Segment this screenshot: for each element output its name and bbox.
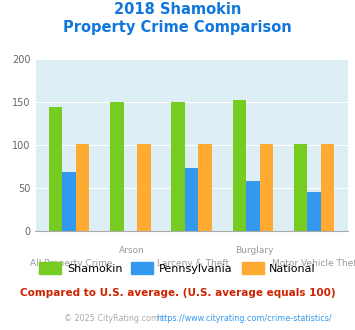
Bar	[198, 144, 212, 231]
Bar	[307, 191, 321, 231]
Text: Burglary: Burglary	[235, 246, 274, 255]
Text: https://www.cityrating.com/crime-statistics/: https://www.cityrating.com/crime-statist…	[156, 314, 332, 323]
Text: Larceny & Theft: Larceny & Theft	[157, 259, 230, 268]
Text: Property Crime Comparison: Property Crime Comparison	[63, 20, 292, 35]
Bar	[233, 100, 246, 231]
Bar	[246, 181, 260, 231]
Text: Arson: Arson	[119, 246, 145, 255]
Bar	[321, 144, 334, 231]
Bar	[62, 172, 76, 231]
Bar	[76, 144, 89, 231]
Bar	[137, 144, 151, 231]
Bar	[49, 107, 62, 231]
Bar	[260, 144, 273, 231]
Bar	[185, 168, 198, 231]
Text: Compared to U.S. average. (U.S. average equals 100): Compared to U.S. average. (U.S. average …	[20, 288, 335, 298]
Bar	[171, 102, 185, 231]
Text: 2018 Shamokin: 2018 Shamokin	[114, 2, 241, 16]
Text: All Property Crime: All Property Crime	[30, 259, 112, 268]
Bar	[110, 102, 124, 231]
Legend: Shamokin, Pennsylvania, National: Shamokin, Pennsylvania, National	[35, 258, 320, 278]
Text: Motor Vehicle Theft: Motor Vehicle Theft	[272, 259, 355, 268]
Text: © 2025 CityRating.com -: © 2025 CityRating.com -	[64, 314, 167, 323]
Bar	[294, 144, 307, 231]
